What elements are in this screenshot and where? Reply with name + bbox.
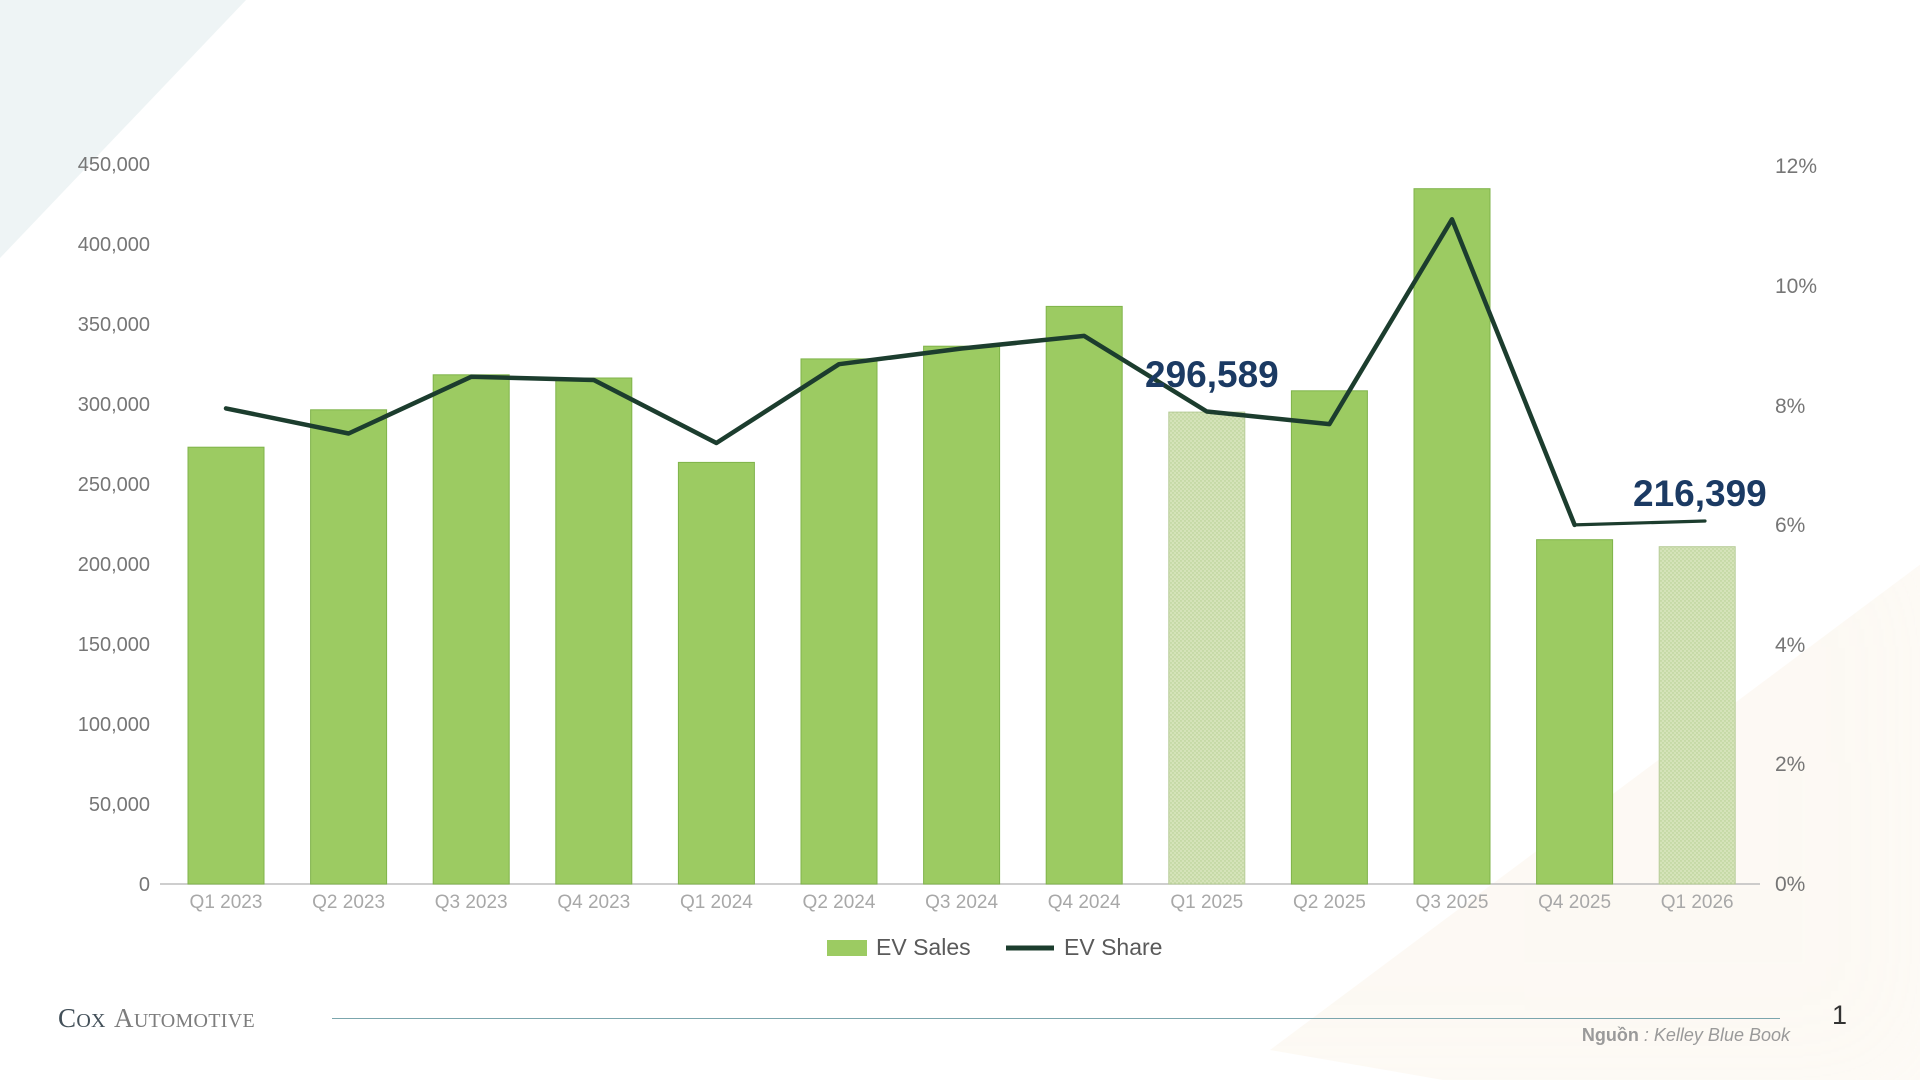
svg-text:200,000: 200,000 [78, 554, 150, 576]
svg-text:Q2 2024: Q2 2024 [803, 892, 876, 913]
svg-text:Q1 2024: Q1 2024 [680, 892, 753, 913]
svg-text:216,399: 216,399 [1633, 473, 1767, 514]
svg-text:0: 0 [139, 874, 150, 896]
svg-text:Q1 2025: Q1 2025 [1170, 892, 1243, 913]
svg-text:0%: 0% [1775, 873, 1805, 896]
svg-text:Q1 2023: Q1 2023 [190, 892, 263, 913]
svg-text:100,000: 100,000 [78, 714, 150, 736]
svg-text:4%: 4% [1775, 634, 1805, 657]
svg-text:50,000: 50,000 [89, 794, 150, 816]
svg-text:350,000: 350,000 [78, 314, 150, 336]
svg-text:Q3 2024: Q3 2024 [925, 892, 998, 913]
svg-text:EV Share: EV Share [1064, 934, 1162, 960]
svg-text:EV Sales: EV Sales [876, 934, 971, 960]
svg-text:AUTOMOTIVE: AUTOMOTIVE [114, 1003, 255, 1033]
svg-text:12%: 12% [1775, 155, 1817, 178]
svg-text:296,589: 296,589 [1145, 354, 1279, 395]
svg-text:400,000: 400,000 [78, 234, 150, 256]
svg-text:Q4 2023: Q4 2023 [557, 892, 630, 913]
svg-text:8%: 8% [1775, 395, 1805, 418]
svg-text:300,000: 300,000 [78, 394, 150, 416]
svg-text:COX: COX [58, 1003, 106, 1033]
svg-text:Q4 2024: Q4 2024 [1048, 892, 1121, 913]
svg-text:450,000: 450,000 [78, 154, 150, 176]
svg-text:10%: 10% [1775, 275, 1817, 298]
svg-text:Q4 2025: Q4 2025 [1538, 892, 1611, 913]
svg-text:150,000: 150,000 [78, 634, 150, 656]
svg-text:Q3 2023: Q3 2023 [435, 892, 508, 913]
svg-text:Q1 2026: Q1 2026 [1661, 892, 1734, 913]
svg-text:Q2 2025: Q2 2025 [1293, 892, 1366, 913]
svg-text:6%: 6% [1775, 514, 1805, 537]
svg-text:Q3 2025: Q3 2025 [1416, 892, 1489, 913]
svg-text:Q2 2023: Q2 2023 [312, 892, 385, 913]
svg-text:2%: 2% [1775, 753, 1805, 776]
svg-text:250,000: 250,000 [78, 474, 150, 496]
